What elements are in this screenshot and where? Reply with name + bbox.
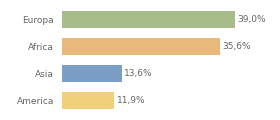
Text: 39,0%: 39,0%: [237, 15, 266, 24]
Bar: [62, 11, 235, 28]
Bar: [62, 92, 115, 109]
Text: 35,6%: 35,6%: [222, 42, 251, 51]
Text: 11,9%: 11,9%: [117, 96, 145, 105]
Bar: [62, 38, 220, 55]
Text: 13,6%: 13,6%: [124, 69, 153, 78]
Bar: [62, 65, 122, 82]
